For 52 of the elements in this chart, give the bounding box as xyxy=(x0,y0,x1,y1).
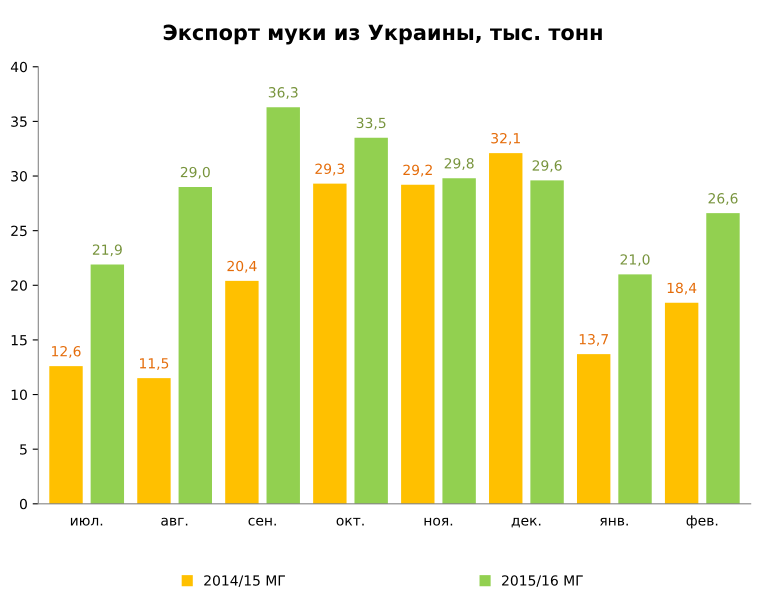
bar xyxy=(90,264,124,504)
data-label: 33,5 xyxy=(356,118,386,130)
bar xyxy=(266,107,300,504)
data-label: 26,6 xyxy=(708,193,738,205)
x-tick-label: янв. xyxy=(600,518,628,526)
y-tick-label: 0 xyxy=(20,498,27,510)
data-label: 32,1 xyxy=(491,132,520,145)
data-label: 36,3 xyxy=(268,87,298,99)
x-tick-label: июл. xyxy=(70,518,102,526)
bar xyxy=(706,213,740,504)
y-tick-label: 25 xyxy=(11,226,27,236)
x-tick-label: фев. xyxy=(686,515,718,528)
y-tick-label: 20 xyxy=(11,280,27,291)
y-tick-label: 30 xyxy=(11,171,27,182)
bar xyxy=(442,178,476,504)
bar xyxy=(530,180,564,504)
bar xyxy=(137,378,171,504)
data-label: 18,4 xyxy=(668,282,696,295)
bar xyxy=(225,280,259,504)
data-label: 11,5 xyxy=(140,358,168,370)
bar xyxy=(49,366,83,504)
y-tick-label: 40 xyxy=(10,62,27,72)
y-tick-label: 10 xyxy=(12,390,27,400)
legend-label: 2014/15 МГ xyxy=(204,575,285,587)
x-tick-label: сен. xyxy=(248,518,276,526)
data-label: 13,7 xyxy=(580,334,608,346)
data-label: 29,0 xyxy=(180,166,210,179)
bar xyxy=(178,186,212,504)
bar xyxy=(354,138,388,504)
data-label: 20,4 xyxy=(227,260,257,273)
x-tick-label: окт. xyxy=(336,518,364,526)
data-label: 29,6 xyxy=(532,160,562,172)
data-label: 29,8 xyxy=(444,158,474,170)
y-tick-label: 35 xyxy=(11,116,27,127)
data-label: 29,2 xyxy=(403,164,432,177)
y-tick-label: 5 xyxy=(20,444,27,455)
bar xyxy=(576,354,610,504)
data-label: 12,6 xyxy=(52,346,81,358)
bar xyxy=(313,184,347,504)
x-tick-label: дек. xyxy=(512,518,540,528)
data-label: 21,9 xyxy=(92,244,122,256)
x-tick-label: ноя. xyxy=(424,518,452,526)
bar xyxy=(664,302,698,504)
chart-title: Экспорт муки из Украины, тыс. тонн xyxy=(164,24,602,44)
bar xyxy=(618,274,652,504)
data-label: 29,3 xyxy=(315,164,344,176)
x-tick-label: авг. xyxy=(161,518,188,526)
bar xyxy=(401,184,435,504)
data-label: 21,0 xyxy=(620,254,650,266)
legend-label: 2015/16 МГ xyxy=(502,575,583,587)
y-tick-label: 15 xyxy=(12,335,27,346)
bar xyxy=(489,153,522,504)
